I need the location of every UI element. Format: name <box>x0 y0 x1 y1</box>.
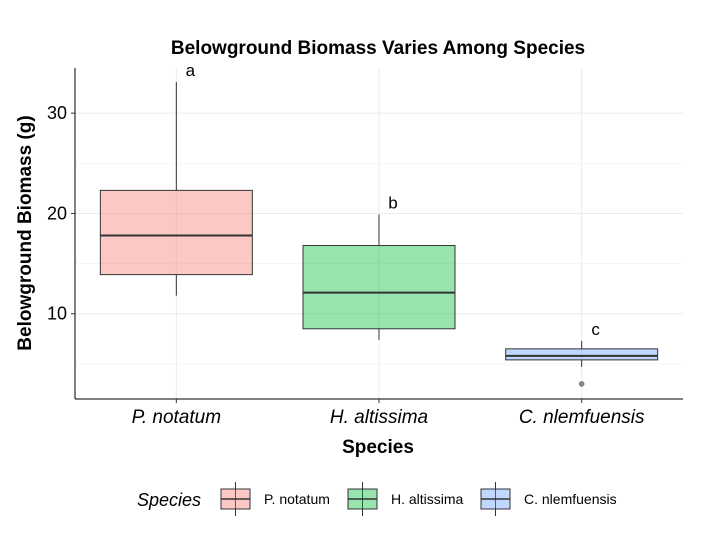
legend-title: Species <box>137 490 201 510</box>
legend-label: P. notatum <box>264 491 330 507</box>
y-tick-label: 20 <box>47 203 67 223</box>
significance-letter: c <box>591 320 600 339</box>
y-tick-label: 10 <box>47 304 67 324</box>
chart-title: Belowground Biomass Varies Among Species <box>171 38 585 59</box>
box <box>302 245 456 330</box>
significance-letter: b <box>388 193 397 212</box>
box <box>505 348 659 361</box>
x-tick-label: C. nlemfuensis <box>519 407 645 428</box>
x-tick-label: P. notatum <box>132 407 221 428</box>
legend-label: C. nlemfuensis <box>524 491 617 507</box>
box-group: a <box>99 61 253 296</box>
box <box>99 189 253 276</box>
y-tick-label: 30 <box>47 103 67 123</box>
x-tick-label: H. altissima <box>330 407 428 428</box>
y-axis-title: Belowground Biomass (g) <box>15 115 36 350</box>
outlier-point <box>578 381 585 387</box>
box-group: b <box>302 193 456 340</box>
box-group: c <box>505 320 659 387</box>
legend-item: C. nlemfuensis <box>480 482 617 516</box>
legend: Species P. notatum H. altissima C. nlemfue… <box>137 482 617 516</box>
legend-item: P. notatum <box>220 482 330 516</box>
legend-item: H. altissima <box>347 482 464 516</box>
legend-label: H. altissima <box>391 491 464 507</box>
axes: 10 20 30 P. notatum H. altissima C. nlemfuens… <box>47 68 683 428</box>
box-plots: a b c <box>99 61 659 387</box>
x-axis-title: Species <box>342 437 414 458</box>
significance-letter: a <box>186 61 196 80</box>
